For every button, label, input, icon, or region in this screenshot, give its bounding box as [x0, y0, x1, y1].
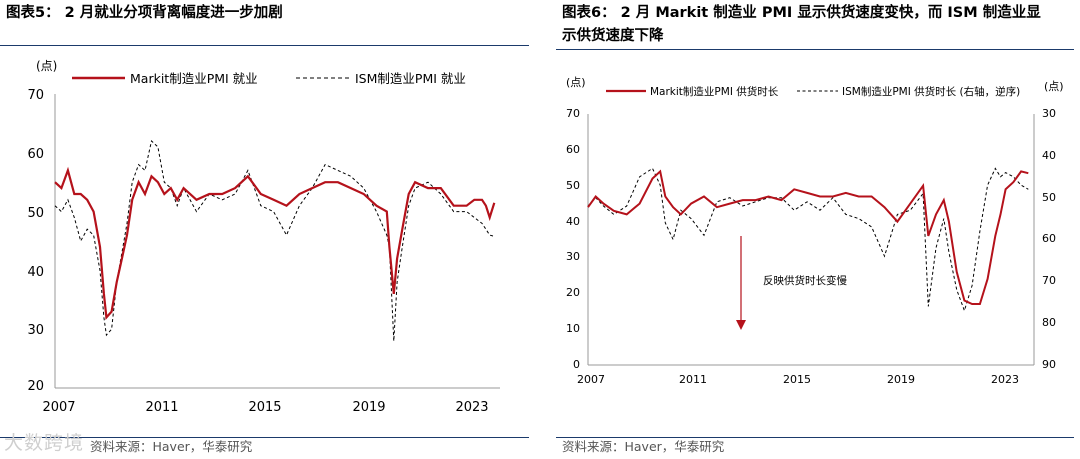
y-tick-label: 70 — [566, 107, 580, 120]
y-tick-label-right: 90 — [1042, 358, 1056, 371]
title-rule — [0, 45, 529, 46]
delivery-times-chart: (点) (点) Markit制造业PMI 供货时长 ISM制造业PMI 供货时长… — [566, 76, 1064, 386]
annotation-arrow-head — [736, 320, 746, 330]
chart-title-line-2: 示供货速度下降 — [562, 28, 664, 44]
x-tick-label: 2023 — [455, 400, 488, 415]
chart-title-line-1: 图表6： 2 月 Markit 制造业 PMI 显示供货速度变快，而 ISM 制… — [562, 5, 1041, 21]
legend-label-markit: Markit制造业PMI 供货时长 — [650, 85, 779, 98]
source-rule — [556, 437, 1074, 438]
chart-title: 图表6： 2 月 Markit 制造业 PMI 显示供货速度变快，而 ISM 制… — [562, 2, 1041, 48]
y-tick-label: 20 — [27, 379, 44, 394]
y-axis-unit-label-left: (点) — [566, 76, 586, 89]
y-tick-label: 40 — [566, 215, 580, 228]
x-tick-label: 2019 — [887, 373, 915, 386]
x-tick-label: 2023 — [991, 373, 1019, 386]
source-note: 资料来源：Haver，华泰研究 — [90, 439, 253, 454]
y-tick-label-right: 30 — [1042, 107, 1056, 120]
series-line-markit-delivery-times — [587, 169, 1029, 305]
x-tick-label: 2011 — [145, 400, 178, 415]
y-tick-label-right: 50 — [1042, 191, 1056, 204]
chart-panel-delivery-times: 图表6： 2 月 Markit 制造业 PMI 显示供货速度变快，而 ISM 制… — [556, 0, 1080, 459]
y-tick-label: 60 — [566, 143, 580, 156]
chart-panel-employment: 图表5： 2 月就业分项背离幅度进一步加剧 (点) Markit制造业PMI 就… — [0, 0, 535, 459]
y-tick-label: 60 — [27, 147, 44, 162]
series-line-markit-employment — [54, 166, 496, 320]
x-tick-label: 2007 — [42, 400, 75, 415]
y-tick-label-right: 60 — [1042, 232, 1056, 245]
legend-label-ism: ISM制造业PMI 供货时长 (右轴，逆序) — [842, 85, 1020, 98]
x-tick-label: 2015 — [783, 373, 811, 386]
y-axis-unit-label-right: (点) — [1044, 80, 1064, 93]
y-tick-label: 50 — [566, 179, 580, 192]
y-tick-label-right: 70 — [1042, 274, 1056, 287]
y-tick-label-right: 40 — [1042, 149, 1056, 162]
x-tick-label: 2019 — [352, 400, 385, 415]
employment-chart: (点) Markit制造业PMI 就业 ISM制造业PMI 就业 20 30 4… — [27, 59, 500, 415]
source-rule — [0, 437, 529, 438]
y-tick-label: 30 — [27, 323, 44, 338]
x-tick-label: 2015 — [248, 400, 281, 415]
title-rule — [556, 49, 1074, 50]
y-tick-label: 50 — [27, 206, 44, 221]
legend-label-markit: Markit制造业PMI 就业 — [130, 71, 258, 86]
y-tick-label: 20 — [566, 286, 580, 299]
y-tick-label: 30 — [566, 250, 580, 263]
y-tick-label: 70 — [27, 88, 44, 103]
legend-label-ism: ISM制造业PMI 就业 — [355, 71, 466, 86]
y-tick-label: 10 — [566, 322, 580, 335]
x-tick-label: 2011 — [679, 373, 707, 386]
annotation-label: 反映供货时长变慢 — [763, 274, 847, 287]
series-line-ism-delivery-times — [587, 167, 1029, 313]
x-tick-label: 2007 — [577, 373, 605, 386]
y-tick-label-right: 80 — [1042, 316, 1056, 329]
y-tick-label: 0 — [573, 358, 580, 371]
y-axis-unit-label: (点) — [36, 59, 57, 73]
chart-title: 图表5： 2 月就业分项背离幅度进一步加剧 — [6, 5, 283, 21]
y-tick-label: 40 — [27, 265, 44, 280]
source-note: 资料来源：Haver，华泰研究 — [562, 439, 725, 454]
watermark: 大数跨境 — [4, 432, 85, 454]
series-line-ism-employment — [54, 140, 495, 342]
